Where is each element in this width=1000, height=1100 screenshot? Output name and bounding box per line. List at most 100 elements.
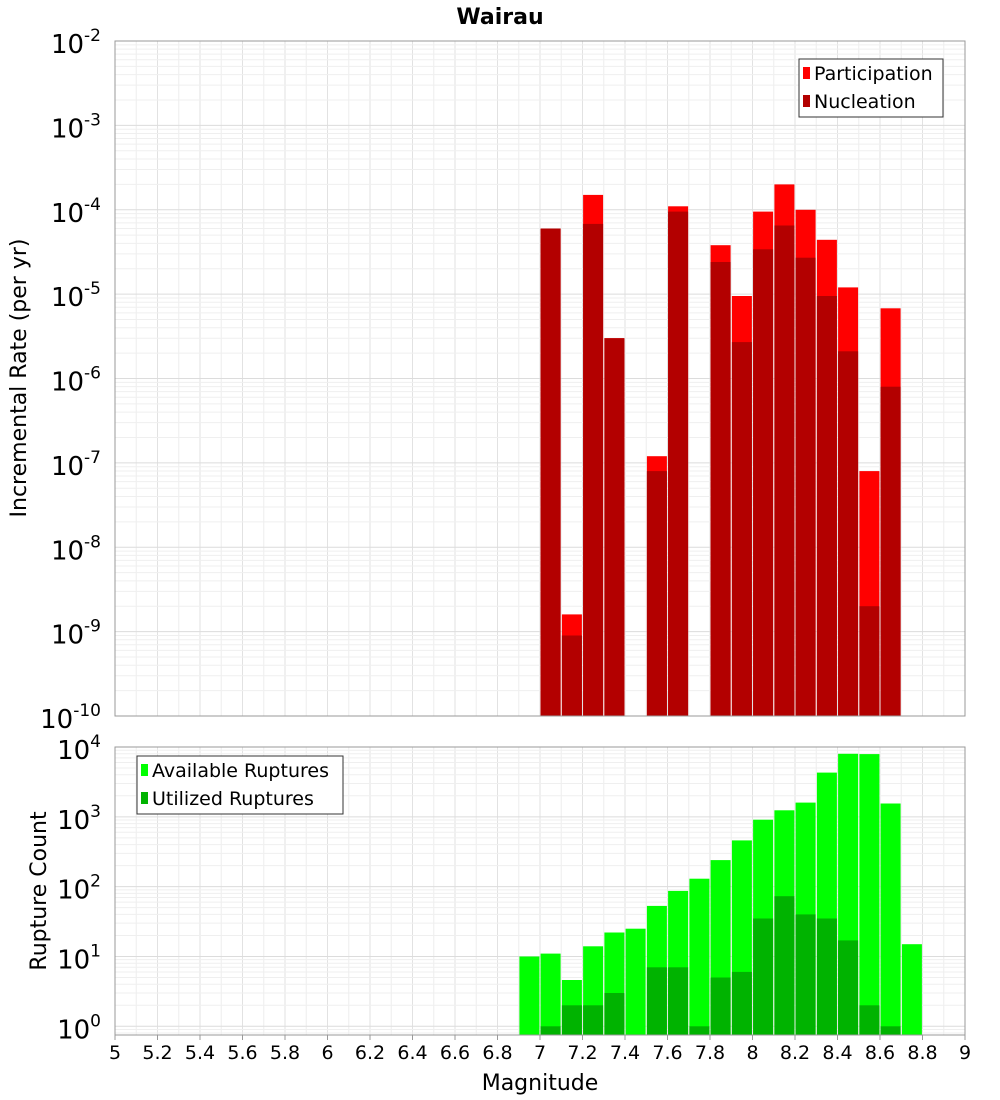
- chart-title: Wairau: [456, 5, 543, 30]
- bar-utilized-ruptures: [731, 971, 752, 1035]
- y-tick-base: 10: [51, 114, 84, 144]
- bar-utilized-ruptures: [583, 1005, 604, 1035]
- bar-nucleation: [583, 223, 604, 716]
- x-tick-label: 6.8: [482, 1042, 512, 1064]
- y-tick-exponent: -8: [84, 532, 101, 552]
- bar-nucleation: [838, 351, 859, 716]
- y-tick-base: 10: [51, 536, 84, 566]
- x-tick-label: 5: [109, 1042, 121, 1064]
- bar-available-ruptures: [689, 878, 710, 1035]
- bars: [540, 184, 901, 717]
- y-tick-base: 10: [51, 452, 84, 482]
- x-tick-label: 7: [534, 1042, 546, 1064]
- bar-nucleation: [646, 471, 667, 716]
- y-tick-exponent: -4: [84, 195, 101, 215]
- y-tick-base: 10: [51, 368, 84, 398]
- x-tick-label: 7.2: [567, 1042, 597, 1064]
- y-tick-exponent: 3: [90, 802, 101, 822]
- x-tick-label: 8.2: [780, 1042, 810, 1064]
- x-axis-label-magnitude: Magnitude: [482, 1071, 599, 1096]
- bar-utilized-ruptures: [838, 940, 859, 1035]
- y-tick-label: 10-10: [40, 701, 101, 735]
- y-tick-label: 10-4: [51, 195, 101, 229]
- x-tick-label: 7.6: [652, 1042, 682, 1064]
- legend-label: Utilized Ruptures: [152, 788, 314, 810]
- bar-nucleation: [753, 249, 774, 717]
- x-tick-labels: 5 5.2 5.4 5.6 5.8 6 6.2 6.4 6.6 6.8 7 7.2 7.4 7.6 7.8 8…: [109, 1035, 971, 1064]
- y-tick-base: 10: [57, 1015, 90, 1045]
- bar-nucleation: [668, 211, 689, 716]
- x-tick-label: 6: [321, 1042, 333, 1064]
- bar-available-ruptures: [540, 953, 561, 1035]
- y-tick-exponent: -10: [73, 701, 101, 721]
- bar-utilized-ruptures: [816, 918, 837, 1035]
- x-tick-label: 7.8: [695, 1042, 725, 1064]
- x-tick-label: 5.2: [142, 1042, 172, 1064]
- legend-label: Nucleation: [814, 91, 916, 113]
- x-tick-label: 5.8: [270, 1042, 300, 1064]
- y-tick-exponent: -2: [84, 26, 101, 46]
- y-tick-label: 10-2: [51, 26, 101, 60]
- bar-utilized-ruptures: [753, 918, 774, 1035]
- bar-nucleation: [540, 228, 561, 716]
- y-tick-exponent: -3: [84, 110, 101, 130]
- y-tick-exponent: -6: [84, 364, 101, 384]
- bar-utilized-ruptures: [774, 896, 795, 1035]
- y-tick-exponent: 1: [90, 941, 101, 961]
- bar-nucleation: [795, 257, 816, 716]
- bar-utilized-ruptures: [668, 967, 689, 1035]
- bar-available-ruptures: [519, 956, 540, 1035]
- y-axis-label-rupture-count: Rupture Count: [27, 811, 52, 971]
- x-tick-label: 8.8: [907, 1042, 937, 1064]
- bar-nucleation: [774, 225, 795, 716]
- y-tick-label: 100: [57, 1011, 101, 1045]
- y-tick-base: 10: [57, 736, 90, 766]
- incremental-rate-panel: 10-1010-910-810-710-610-510-410-310-2Par…: [40, 26, 966, 735]
- bar-utilized-ruptures: [604, 993, 625, 1035]
- x-tick-label: 8: [746, 1042, 758, 1064]
- bar-utilized-ruptures: [710, 977, 731, 1035]
- plot-frame: [114, 40, 966, 717]
- x-tick-label: 7.4: [610, 1042, 640, 1064]
- y-axis-label-incremental-rate: Incremental Rate (per yr): [7, 239, 32, 518]
- x-tick-label: 6.4: [397, 1042, 427, 1064]
- y-tick-exponent: -5: [84, 279, 101, 299]
- bar-nucleation: [604, 338, 625, 716]
- bar-utilized-ruptures: [689, 1026, 710, 1035]
- bar-nucleation: [880, 386, 901, 716]
- y-tick-base: 10: [51, 621, 84, 651]
- x-tick-label: 9: [959, 1042, 971, 1064]
- y-tick-exponent: -7: [84, 448, 101, 468]
- grid: [114, 41, 966, 717]
- bar-nucleation: [731, 342, 752, 716]
- x-tick-label: 8.6: [865, 1042, 895, 1064]
- x-tick-label: 5.4: [185, 1042, 215, 1064]
- bar-nucleation: [816, 296, 837, 716]
- y-tick-exponent: 2: [90, 872, 101, 892]
- y-tick-label: 10-3: [51, 110, 101, 144]
- legend-swatch: [803, 67, 810, 79]
- legend-box: [798, 58, 944, 118]
- y-tick-label: 10-9: [51, 617, 101, 651]
- y-tick-label: 101: [57, 941, 101, 975]
- y-tick-label: 102: [57, 872, 101, 906]
- x-tick-label: 6.6: [440, 1042, 470, 1064]
- bar-utilized-ruptures: [880, 1026, 901, 1035]
- legend-label: Participation: [814, 63, 933, 85]
- y-tick-label: 104: [57, 732, 101, 766]
- y-tick-label: 10-6: [51, 364, 101, 398]
- legend-box: [136, 755, 344, 815]
- legend-swatch: [141, 792, 148, 804]
- y-tick-exponent: 4: [90, 732, 101, 752]
- x-tick-label: 5.6: [227, 1042, 257, 1064]
- y-tick-base: 10: [57, 806, 90, 836]
- bar-available-ruptures: [859, 754, 880, 1035]
- y-tick-base: 10: [51, 30, 84, 60]
- y-tick-label: 103: [57, 802, 101, 836]
- bar-utilized-ruptures: [540, 1026, 561, 1035]
- legend-swatch: [141, 764, 148, 776]
